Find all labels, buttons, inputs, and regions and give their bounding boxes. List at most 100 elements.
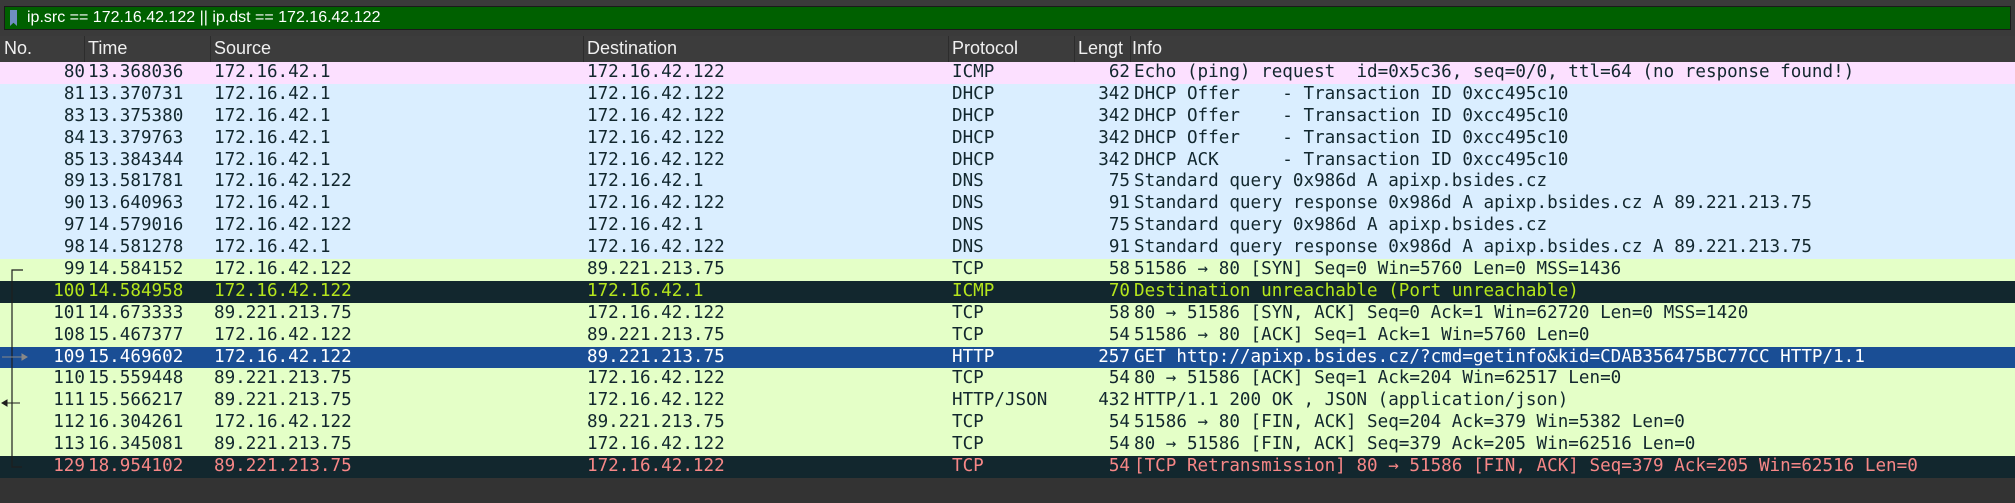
packet-number: 81 <box>63 83 85 104</box>
packet-list-header: No. Time Source Destination Protocol Len… <box>0 36 2015 62</box>
packet-time: 14.579016 <box>88 215 184 236</box>
packet-destination: 172.16.42.1 <box>587 280 704 301</box>
packet-info: 80 → 51586 [FIN, ACK] Seq=379 Ack=205 Wi… <box>1134 434 1696 455</box>
column-header-protocol[interactable]: Protocol <box>952 38 1019 58</box>
packet-row[interactable]: 81 13.370731 172.16.42.1 172.16.42.122 DHCP 3… <box>0 83 2015 106</box>
packet-length: 54 <box>1108 368 1130 389</box>
packet-protocol: TCP <box>952 412 984 433</box>
packet-source: 172.16.42.122 <box>214 324 352 345</box>
packet-row[interactable]: 113 16.345081 89.221.213.75 172.16.42.122 TC… <box>0 434 2015 457</box>
packet-time: 15.566217 <box>88 390 184 411</box>
packet-destination: 89.221.213.75 <box>587 259 725 280</box>
packet-row[interactable]: 108 15.467377 172.16.42.122 89.221.213.75 TC… <box>0 324 2015 347</box>
packet-row[interactable]: 111 15.566217 89.221.213.75 172.16.42.122 HT… <box>0 390 2015 413</box>
packet-length: 342 <box>1098 105 1130 126</box>
packet-length: 54 <box>1108 324 1130 345</box>
packet-protocol: DHCP <box>952 149 995 170</box>
packet-protocol: ICMP <box>952 62 995 82</box>
packet-info: DHCP Offer - Transaction ID 0xcc495c10 <box>1134 127 1569 148</box>
column-header-destination[interactable]: Destination <box>587 38 678 58</box>
packet-row[interactable]: 85 13.384344 172.16.42.1 172.16.42.122 DHCP 3… <box>0 149 2015 172</box>
packet-destination: 172.16.42.122 <box>587 434 725 455</box>
packet-number: 89 <box>63 171 85 192</box>
packet-list: 80 13.368036 172.16.42.1 172.16.42.122 ICMP 6… <box>0 62 2015 478</box>
column-header-length[interactable]: Lengt <box>1078 38 1124 58</box>
packet-protocol: HTTP <box>952 346 995 367</box>
packet-length: 257 <box>1098 346 1130 367</box>
packet-row[interactable]: 83 13.375380 172.16.42.1 172.16.42.122 DHCP 3… <box>0 105 2015 128</box>
packet-protocol: ICMP <box>952 280 995 301</box>
packet-row[interactable]: 129 18.954102 89.221.213.75 172.16.42.122 TC… <box>0 456 2015 478</box>
packet-source: 172.16.42.122 <box>214 412 352 433</box>
packet-info: 51586 → 80 [FIN, ACK] Seq=204 Ack=379 Wi… <box>1134 412 1685 433</box>
packet-row[interactable]: 89 13.581781 172.16.42.122 172.16.42.1 DNS 75… <box>0 171 2015 194</box>
packet-destination: 172.16.42.122 <box>587 237 725 258</box>
packet-time: 14.584152 <box>88 259 184 280</box>
packet-protocol: DHCP <box>952 127 995 148</box>
packet-source: 172.16.42.122 <box>214 280 352 301</box>
packet-length: 75 <box>1108 171 1130 192</box>
packet-destination: 89.221.213.75 <box>587 324 725 345</box>
display-filter-input[interactable]: ip.src == 172.16.42.122 || ip.dst == 172… <box>4 6 2011 30</box>
packet-source: 89.221.213.75 <box>214 302 352 323</box>
packet-protocol: TCP <box>952 324 984 345</box>
packet-protocol: TCP <box>952 368 984 389</box>
packet-destination: 172.16.42.122 <box>587 456 725 477</box>
packet-row[interactable]: 99 14.584152 172.16.42.122 89.221.213.75 TCP… <box>0 259 2015 281</box>
packet-row[interactable]: 100 14.584958 172.16.42.122 172.16.42.1 ICMP… <box>0 280 2015 303</box>
packet-number: 99 <box>63 259 85 280</box>
packet-protocol: TCP <box>952 259 984 280</box>
column-header-time[interactable]: Time <box>88 38 128 58</box>
column-header-info[interactable]: Info <box>1132 38 1163 58</box>
packet-info: 80 → 51586 [SYN, ACK] Seq=0 Ack=1 Win=62… <box>1134 302 1749 323</box>
packet-time: 13.368036 <box>88 62 184 82</box>
packet-protocol: HTTP/JSON <box>952 390 1048 411</box>
packet-time: 13.581781 <box>88 171 184 192</box>
packet-source: 172.16.42.122 <box>214 215 352 236</box>
packet-row[interactable]: 80 13.368036 172.16.42.1 172.16.42.122 ICMP 6… <box>0 62 2015 84</box>
packet-info: [TCP Retransmission] 80 → 51586 [FIN, AC… <box>1134 456 1918 477</box>
packet-destination: 172.16.42.122 <box>587 62 725 82</box>
packet-info: Standard query 0x986d A apixp.bsides.cz <box>1134 171 1548 192</box>
packet-row[interactable]: 98 14.581278 172.16.42.1 172.16.42.122 DNS 91… <box>0 237 2015 260</box>
packet-row[interactable]: 97 14.579016 172.16.42.122 172.16.42.1 DNS 75… <box>0 215 2015 238</box>
packet-protocol: DNS <box>952 215 984 236</box>
packet-row[interactable]: 110 15.559448 89.221.213.75 172.16.42.122 TC… <box>0 368 2015 391</box>
packet-number: 98 <box>63 237 85 258</box>
packet-length: 432 <box>1098 390 1130 411</box>
packet-destination: 172.16.42.1 <box>587 215 704 236</box>
column-header-no[interactable]: No. <box>4 38 33 58</box>
packet-source: 172.16.42.122 <box>214 346 352 367</box>
packet-row[interactable]: 109 15.469602 172.16.42.122 89.221.213.75 HT… <box>0 346 2015 369</box>
bookmark-icon[interactable] <box>10 10 17 26</box>
packet-info: Destination unreachable (Port unreachabl… <box>1134 280 1579 301</box>
packet-length: 75 <box>1108 215 1130 236</box>
packet-number: 100 <box>53 280 85 301</box>
packet-time: 15.469602 <box>88 346 184 367</box>
packet-time: 14.673333 <box>88 302 184 323</box>
column-header-source[interactable]: Source <box>214 38 272 58</box>
packet-row[interactable]: 90 13.640963 172.16.42.1 172.16.42.122 DNS 91… <box>0 193 2015 216</box>
packet-protocol: TCP <box>952 456 984 477</box>
packet-number: 101 <box>53 302 85 323</box>
packet-source: 172.16.42.1 <box>214 83 331 104</box>
packet-info: Standard query 0x986d A apixp.bsides.cz <box>1134 215 1548 236</box>
packet-destination: 172.16.42.1 <box>587 171 704 192</box>
packet-destination: 89.221.213.75 <box>587 412 725 433</box>
packet-destination: 172.16.42.122 <box>587 83 725 104</box>
packet-protocol: DNS <box>952 171 984 192</box>
packet-time: 15.559448 <box>88 368 184 389</box>
packet-source: 172.16.42.1 <box>214 105 331 126</box>
packet-destination: 172.16.42.122 <box>587 302 725 323</box>
packet-row[interactable]: 84 13.379763 172.16.42.1 172.16.42.122 DHCP 3… <box>0 127 2015 150</box>
packet-row[interactable]: 112 16.304261 172.16.42.122 89.221.213.75 TC… <box>0 412 2015 435</box>
packet-time: 16.304261 <box>88 412 184 433</box>
packet-source: 172.16.42.1 <box>214 62 331 82</box>
packet-source: 172.16.42.1 <box>214 149 331 170</box>
packet-info: Standard query response 0x986d A apixp.b… <box>1134 237 1812 258</box>
packet-number: 97 <box>63 215 85 236</box>
display-filter-toolbar: ip.src == 172.16.42.122 || ip.dst == 172… <box>0 0 2015 37</box>
packet-destination: 172.16.42.122 <box>587 193 725 214</box>
packet-info: GET http://apixp.bsides.cz/?cmd=getinfo&… <box>1134 346 1865 367</box>
packet-row[interactable]: 101 14.673333 89.221.213.75 172.16.42.122 TC… <box>0 302 2015 325</box>
